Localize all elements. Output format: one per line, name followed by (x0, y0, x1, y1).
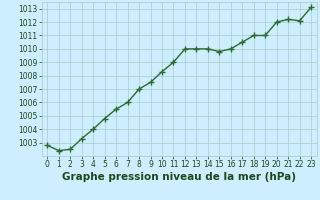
X-axis label: Graphe pression niveau de la mer (hPa): Graphe pression niveau de la mer (hPa) (62, 172, 296, 182)
